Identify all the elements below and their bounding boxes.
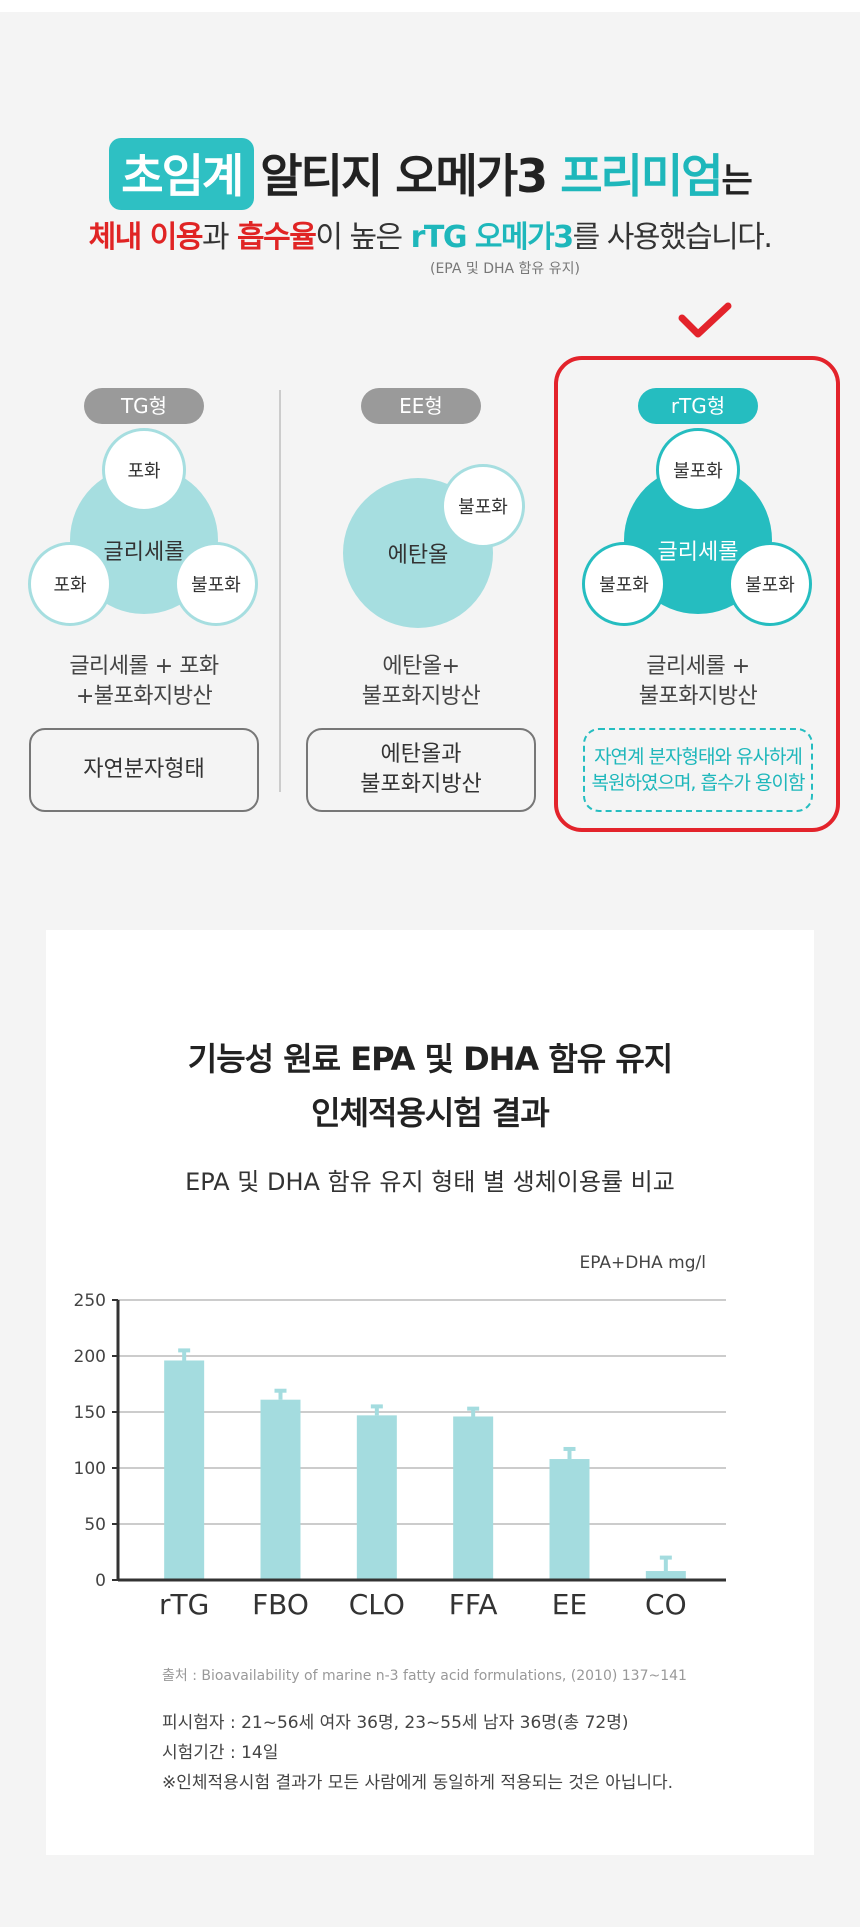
molecule-diagram: 글리세롤 불포화 불포화 불포화 (570, 424, 826, 644)
box-line: 자연계 분자형태와 유사하게 (594, 746, 803, 768)
y-axis-label: EPA+DHA mg/l (580, 1253, 707, 1273)
bar-FFA (453, 1416, 494, 1580)
satellite-circle: 불포화 (441, 464, 525, 548)
subline-part-4: 를 사용했습니다. (572, 220, 773, 255)
y-tick-label: 200 (74, 1347, 106, 1367)
y-tick-label: 150 (74, 1403, 106, 1423)
satellite-circle: 불포화 (582, 542, 666, 626)
satellite-label: 불포화 (599, 575, 649, 596)
y-tick-label: 100 (74, 1459, 106, 1479)
molecule-diagram: 글리세롤 포화 포화 불포화 (16, 424, 272, 644)
subline-red-1: 체내 이용 (88, 220, 204, 255)
box-line: 에탄올과 (380, 742, 462, 767)
x-tick-label: CO (645, 1588, 687, 1621)
type-column-rtg: rTG형 글리세롤 불포화 불포화 불포화 글리세롤 + 불포화지방산 자연계 … (570, 388, 826, 812)
subline-part-2: 과 (201, 220, 230, 255)
desc-line: 글리세롤 + (646, 654, 750, 679)
column-divider-1 (279, 390, 281, 792)
footnote-line: 시험기간 : 14일 (162, 1743, 279, 1763)
center-label: 글리세롤 (103, 540, 185, 565)
satellite-label: 포화 (53, 575, 87, 596)
type-description: 글리세롤 + 포화 +불포화지방산 (16, 652, 272, 714)
headline-middle: 알티지 오메가3 (260, 149, 548, 203)
x-tick-label: FFA (449, 1588, 498, 1621)
satellite-label: 불포화 (673, 461, 723, 482)
source-citation: 출처 : Bioavailability of marine n-3 fatty… (162, 1668, 687, 1684)
type-description: 에탄올+ 불포화지방산 (293, 652, 549, 714)
title-line: 인체적용시험 결과 (311, 1094, 550, 1132)
chart-card: 기능성 원료 EPA 및 DHA 함유 유지 인체적용시험 결과 EPA 및 D… (46, 930, 814, 1855)
footnotes: 피시험자 : 21~56세 여자 36명, 23~55세 남자 36명(총 72… (162, 1708, 673, 1798)
satellite-circle: 불포화 (174, 542, 258, 626)
satellite-label: 불포화 (745, 575, 795, 596)
center-label: 에탄올 (387, 543, 449, 568)
center-label: 글리세롤 (657, 540, 739, 565)
y-tick-label: 50 (84, 1515, 106, 1535)
subline-teal: rTG 오메가3 (410, 220, 575, 255)
x-tick-label: FBO (252, 1588, 309, 1621)
check-icon (678, 302, 732, 338)
bar-EE (549, 1459, 590, 1580)
bar-rTG (164, 1360, 205, 1580)
type-summary-box: 자연계 분자형태와 유사하게 복원하였으며, 흡수가 용이함 (583, 728, 813, 812)
subline: 체내 이용과 흡수율이 높은 rTG 오메가3를 사용했습니다. (0, 212, 860, 256)
subline-red-2: 흡수율 (237, 220, 317, 255)
type-pill: TG형 (84, 388, 204, 424)
type-summary-box: 자연분자형태 (29, 728, 259, 812)
header-note: (EPA 및 DHA 함유 유지) (430, 261, 580, 277)
molecule-diagram: 에탄올 불포화 (293, 424, 549, 644)
type-description: 글리세롤 + 불포화지방산 (570, 652, 826, 714)
bar-FBO (260, 1399, 301, 1580)
desc-line: 불포화지방산 (638, 684, 758, 709)
type-column-ee: EE형 에탄올 불포화 에탄올+ 불포화지방산 에탄올과 불포화지방산 (293, 388, 549, 812)
type-column-tg: TG형 글리세롤 포화 포화 불포화 글리세롤 + 포화 +불포화지방산 자연분… (16, 388, 272, 812)
footnote-line: ※인체적용시험 결과가 모든 사람에게 동일하게 적용되는 것은 아닙니다. (162, 1773, 674, 1793)
bar-chart: EPA+DHA mg/l 0 50 100 150 200 250 rTG FBO CLO FFA… (74, 1253, 726, 1621)
headline-badge: 초임계 (109, 138, 255, 210)
satellite-label: 불포화 (191, 575, 241, 596)
type-summary-box: 에탄올과 불포화지방산 (306, 728, 536, 812)
satellite-circle: 포화 (102, 428, 186, 512)
satellite-circle: 포화 (28, 542, 112, 626)
x-tick-label: CLO (349, 1588, 405, 1621)
subline-part-3: 이 높은 (315, 220, 403, 255)
headline-end: 는 (721, 161, 752, 201)
title-line: 기능성 원료 EPA 및 DHA 함유 유지 (187, 1040, 674, 1078)
footnote-line: 피시험자 : 21~56세 여자 36명, 23~55세 남자 36명(총 72… (162, 1713, 629, 1733)
bar-CO (645, 1571, 686, 1580)
desc-line: 글리세롤 + 포화 (69, 654, 219, 679)
type-pill: EE형 (361, 388, 481, 424)
y-tick-label: 250 (74, 1291, 106, 1311)
desc-line: 에탄올+ (382, 654, 460, 679)
headline: 초임계 알티지 오메가3 프리미엄는 (0, 138, 860, 210)
desc-line: 불포화지방산 (361, 684, 481, 709)
satellite-label: 불포화 (458, 497, 508, 518)
top-strip (0, 0, 860, 12)
box-line: 복원하였으며, 흡수가 용이함 (591, 772, 806, 794)
box-line: 자연분자형태 (83, 757, 205, 782)
satellite-circle: 불포화 (656, 428, 740, 512)
x-tick-label: EE (552, 1588, 587, 1621)
chart-section-title: 기능성 원료 EPA 및 DHA 함유 유지 인체적용시험 결과 (46, 1032, 814, 1140)
box-line: 불포화지방산 (360, 772, 482, 797)
satellite-circle: 불포화 (728, 542, 812, 626)
desc-line: +불포화지방산 (75, 684, 213, 709)
type-pill: rTG형 (638, 388, 758, 424)
headline-teal: 프리미엄 (560, 149, 723, 203)
y-tick-label: 0 (95, 1571, 106, 1591)
satellite-label: 포화 (127, 461, 161, 482)
rtg-highlight-frame (554, 356, 840, 832)
bar-CLO (356, 1415, 397, 1580)
chart-title: EPA 및 DHA 함유 유지 형태 별 생체이용률 비교 (185, 1168, 675, 1196)
x-tick-label: rTG (159, 1588, 209, 1621)
